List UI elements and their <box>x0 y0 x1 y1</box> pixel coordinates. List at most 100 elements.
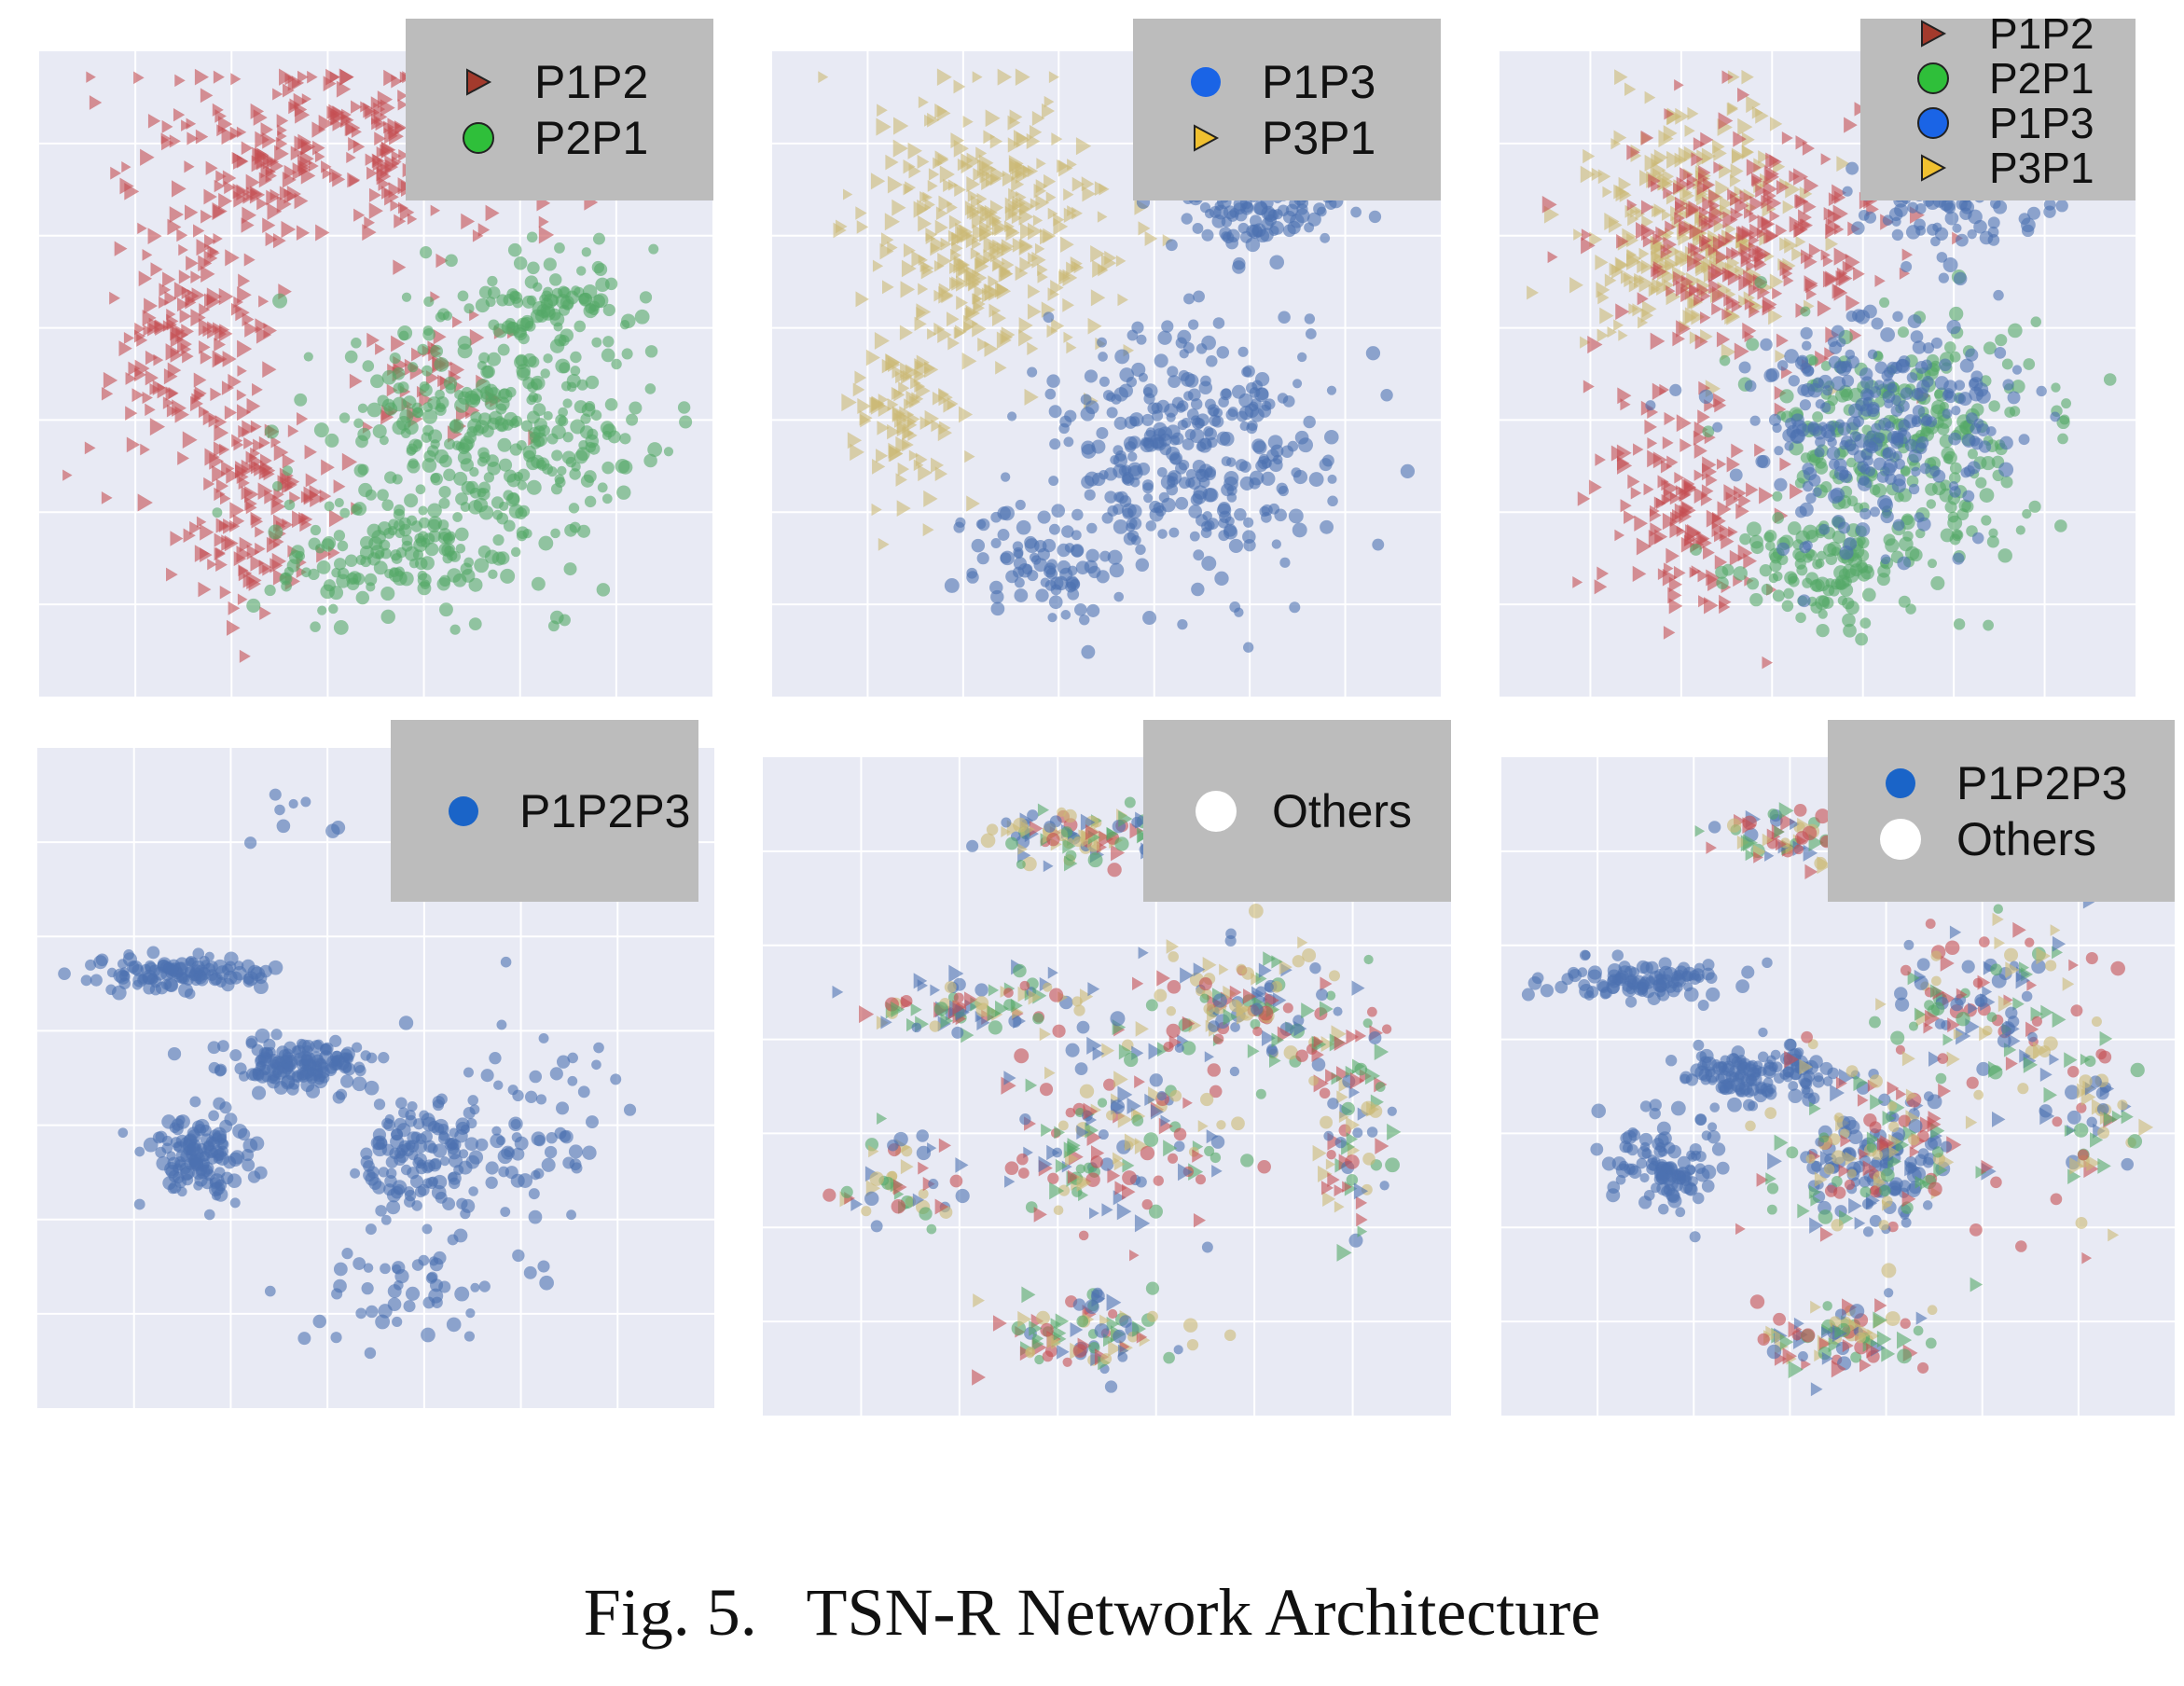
scatter-point-p1p3 <box>1800 326 1813 339</box>
scatter-point-p3p1 <box>965 231 980 249</box>
scatter-point-p1p3 <box>1774 446 1784 456</box>
scatter-point-p1p2p3 <box>489 1051 502 1065</box>
scatter-point-p1p2 <box>383 69 398 87</box>
scatter-point-p1p3 <box>966 571 979 584</box>
scatter-point-others <box>1017 986 1031 1002</box>
scatter-point-others <box>1016 859 1026 869</box>
scatter-point-p1p2p3 <box>475 1138 489 1152</box>
scatter-point-p1p2p3 <box>301 1054 313 1067</box>
scatter-point-p1p2 <box>1808 242 1821 258</box>
scatter-point-others <box>1342 1181 1352 1194</box>
scatter-point-p1p2 <box>215 546 226 559</box>
scatter-point-p1p2p3 <box>428 1158 442 1172</box>
scatter-point-p3p1 <box>874 332 890 350</box>
scatter-point-p2p1 <box>439 602 453 617</box>
scatter-point-p1p2 <box>244 321 259 338</box>
scatter-point-p2p1 <box>513 256 528 270</box>
scatter-point-p2p1 <box>560 295 574 310</box>
scatter-point-p1p2p3 <box>1587 969 1602 984</box>
scatter-point-p1p2p3 <box>568 1144 583 1159</box>
scatter-point-p1p2 <box>1572 576 1583 588</box>
scatter-point-p3p1 <box>1687 106 1699 120</box>
scatter-point-p1p3 <box>1971 532 1984 545</box>
scatter-point-p1p2p3 <box>467 1095 479 1106</box>
scatter-point-p3p1 <box>1727 256 1740 270</box>
scatter-point-p1p3 <box>1007 411 1017 422</box>
scatter-point-p3p1 <box>953 139 969 158</box>
scatter-point-p3p1 <box>1657 175 1671 191</box>
scatter-point-p2p1 <box>1702 425 1715 438</box>
scatter-point-others <box>880 1016 892 1030</box>
scatter-point-others <box>1156 1042 1170 1057</box>
scatter-point-p1p2 <box>239 649 251 663</box>
scatter-point-p1p3 <box>1993 289 2004 301</box>
scatter-point-p2p1 <box>488 410 503 425</box>
scatter-point-others <box>1334 1200 1345 1213</box>
scatter-point-p1p2p3 <box>227 1173 242 1189</box>
scatter-point-p3p1 <box>957 158 969 172</box>
scatter-point-p1p3 <box>1814 447 1825 458</box>
scatter-point-p3p1 <box>1755 107 1769 124</box>
scatter-point-p1p2p3 <box>133 1198 145 1210</box>
scatter-point-p2p1 <box>644 383 657 394</box>
scatter-point-p1p2 <box>183 528 196 544</box>
scatter-point-p2p1 <box>497 343 510 356</box>
scatter-point-p2p1 <box>1828 585 1840 597</box>
scatter-point-others <box>891 1199 906 1214</box>
scatter-point-p1p2p3 <box>364 1080 380 1096</box>
scatter-point-p2p1 <box>1816 623 1830 638</box>
scatter-point-p2p1 <box>333 530 346 542</box>
scatter-point-others <box>1104 1380 1118 1393</box>
scatter-point-p1p2p3 <box>361 1282 374 1295</box>
scatter-point-others <box>1076 1020 1090 1034</box>
scatter-point-p2p1 <box>507 242 522 257</box>
scatter-point-p3p1 <box>854 370 867 385</box>
scatter-point-p1p3 <box>1912 340 1927 354</box>
scatter-point-others <box>1046 833 1060 847</box>
scatter-point-others <box>1111 844 1126 862</box>
scatter-point-p3p1 <box>1640 259 1654 275</box>
scatter-point-p1p3 <box>1201 335 1216 351</box>
scatter-point-p2p1 <box>308 537 321 550</box>
scatter-point-p1p2p3 <box>140 963 151 975</box>
scatter-point-p1p2p3 <box>528 1209 543 1224</box>
scatter-point-p1p3 <box>1729 468 1743 482</box>
scatter-point-p1p3 <box>1180 371 1196 387</box>
scatter-point-p1p2 <box>1746 159 1762 176</box>
scatter-point-p1p2p3 <box>208 1110 219 1122</box>
scatter-point-others <box>975 1002 990 1017</box>
scatter-point-p1p2 <box>200 523 214 541</box>
scatter-point-p3p1 <box>948 214 962 230</box>
scatter-point-others <box>1117 1351 1128 1362</box>
scatter-point-p2p1 <box>601 493 613 504</box>
scatter-point-p2p1 <box>643 453 657 468</box>
scatter-point-p1p3 <box>1166 239 1178 252</box>
scatter-point-p1p2p3 <box>422 1223 433 1235</box>
scatter-point-p1p2p3 <box>458 1160 473 1175</box>
scatter-point-others <box>1153 1175 1164 1186</box>
scatter-point-p1p3 <box>1168 375 1181 389</box>
scatter-point-others <box>1046 1144 1060 1161</box>
scatter-point-p1p2 <box>239 536 253 553</box>
scatter-point-others <box>1083 1102 1099 1120</box>
scatter-point-p2p1 <box>570 351 582 364</box>
scatter-point-p2p1 <box>538 535 554 551</box>
scatter-point-p1p2 <box>1743 269 1758 287</box>
scatter-point-p1p2 <box>1666 455 1679 469</box>
scatter-point-p1p2 <box>394 122 406 134</box>
scatter-point-p1p3 <box>1097 337 1107 348</box>
scatter-point-p1p2p3 <box>312 1314 326 1329</box>
scatter-point-p1p2 <box>1742 322 1757 339</box>
scatter-point-p1p2 <box>186 256 199 271</box>
scatter-point-p1p2 <box>267 202 283 221</box>
panel-top-left: P1P2 P2P1 <box>39 19 713 697</box>
scatter-point-p1p3 <box>1217 501 1231 515</box>
scatter-point-others <box>1145 1281 1160 1295</box>
scatter-point-p1p2 <box>242 206 257 224</box>
scatter-point-others <box>1387 1123 1402 1140</box>
scatter-point-p1p2 <box>171 180 187 198</box>
scatter-point-p1p2 <box>1716 458 1727 470</box>
scatter-point-p3p1 <box>1730 163 1744 179</box>
scatter-point-p2p1 <box>548 273 562 286</box>
scatter-point-others <box>1353 1182 1369 1200</box>
